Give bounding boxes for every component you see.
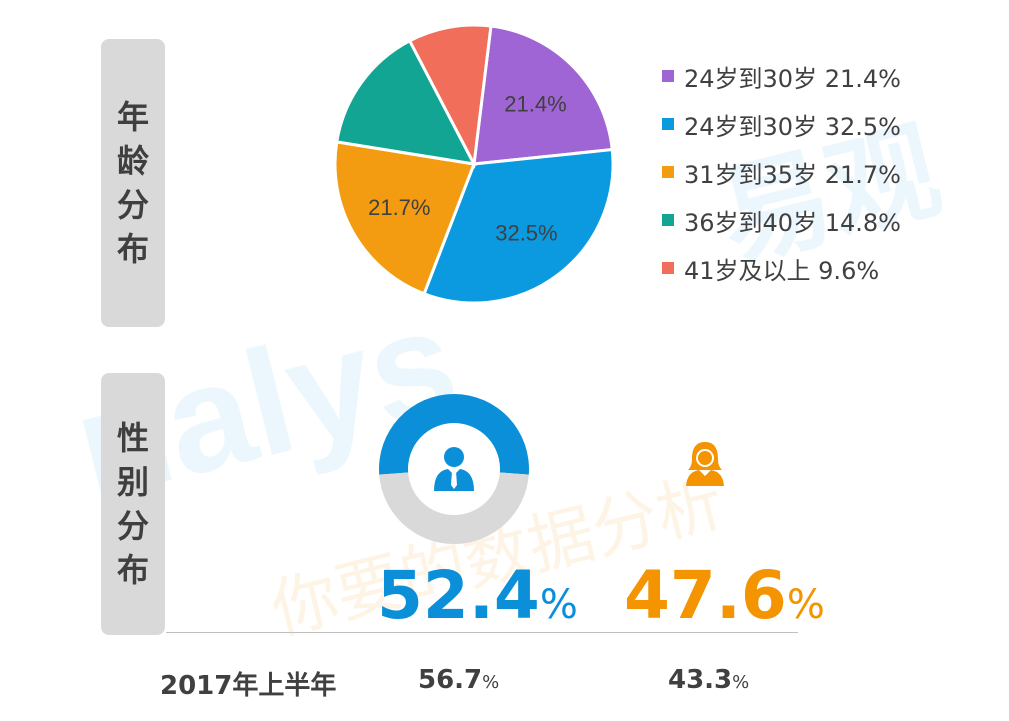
- label-char: 龄: [116, 142, 149, 180]
- legend-swatch: [662, 118, 674, 130]
- legend-item: 24岁到30岁 21.4%: [662, 52, 901, 100]
- donut-segment-male: [379, 393, 529, 475]
- legend-item: 31岁到35岁 21.7%: [662, 148, 901, 196]
- pie-slice: [407, 23, 493, 169]
- female-value: 47.6: [624, 557, 787, 634]
- male-value: 52.4: [377, 557, 540, 634]
- previous-female-percentage: 43.3%: [668, 665, 749, 695]
- legend-item: 36岁到40岁 14.8%: [662, 196, 901, 244]
- male-unit: %: [539, 582, 578, 628]
- legend-swatch: [662, 166, 674, 178]
- donut-segment-female: [379, 472, 529, 544]
- legend-text: 41岁及以上 9.6%: [684, 256, 880, 285]
- legend-text: 36岁到40岁 14.8%: [684, 208, 901, 237]
- pie-slice-label: 21.7%: [368, 195, 430, 220]
- female-user-icon: [686, 442, 724, 486]
- age-legend: 24岁到30岁 21.4% 24岁到30岁 32.5% 31岁到35岁 21.7…: [662, 52, 901, 292]
- previous-period-label: 2017年上半年: [160, 671, 337, 701]
- legend-text: 31岁到35岁 21.7%: [684, 160, 901, 189]
- legend-item: 24岁到30岁 32.5%: [662, 100, 901, 148]
- legend-swatch: [662, 262, 674, 274]
- female-percentage: 47.6%: [624, 556, 825, 645]
- label-char: 布: [116, 230, 149, 268]
- male-percentage: 52.4%: [377, 556, 578, 645]
- previous-male-unit: %: [482, 672, 500, 693]
- pie-slice: [333, 140, 477, 296]
- legend-swatch: [662, 70, 674, 82]
- pie-slice: [472, 24, 614, 166]
- label-char: 布: [116, 551, 149, 589]
- legend-text: 24岁到30岁 32.5%: [684, 112, 901, 141]
- previous-female-value: 43.3: [668, 665, 733, 695]
- previous-male-percentage: 56.7%: [418, 665, 499, 695]
- age-pie-chart: 21.4% 32.5% 21.7%: [333, 23, 615, 305]
- divider: [166, 632, 798, 633]
- previous-female-unit: %: [732, 672, 750, 693]
- male-donut-chart: [379, 393, 529, 544]
- label-char: 年: [116, 98, 149, 136]
- previous-male-value: 56.7: [418, 665, 483, 695]
- label-char: 分: [116, 507, 149, 545]
- pie-slice: [422, 147, 615, 305]
- label-char: 分: [116, 186, 149, 224]
- pie-slice: [335, 38, 477, 166]
- female-unit: %: [786, 582, 825, 628]
- legend-item: 41岁及以上 9.6%: [662, 244, 901, 292]
- legend-swatch: [662, 214, 674, 226]
- pie-slice-label: 32.5%: [495, 220, 557, 245]
- male-user-icon: [434, 447, 474, 491]
- label-char: 性: [116, 419, 149, 457]
- pie-slice-label: 21.4%: [504, 92, 566, 117]
- gender-distribution-label: 性 别 分 布: [101, 373, 165, 635]
- label-char: 别: [116, 463, 149, 501]
- legend-text: 24岁到30岁 21.4%: [684, 64, 901, 93]
- age-distribution-label: 年 龄 分 布: [101, 39, 165, 327]
